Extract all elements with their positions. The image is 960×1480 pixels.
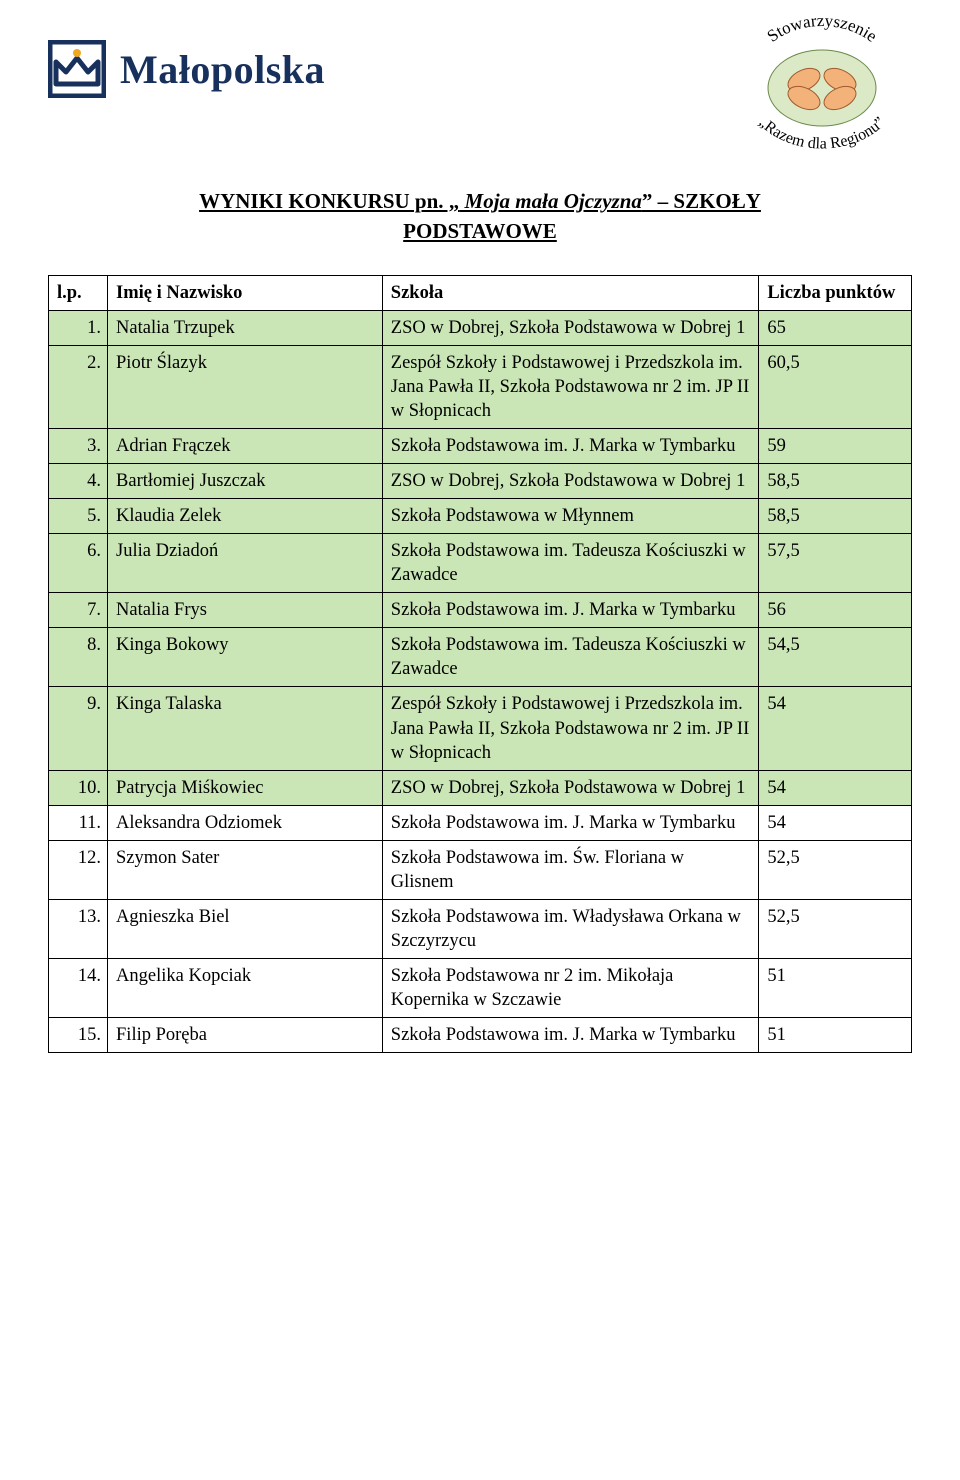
cell-school: ZSO w Dobrej, Szkoła Podstawowa w Dobrej… xyxy=(382,770,759,805)
cell-points: 51 xyxy=(759,1018,912,1053)
malopolska-wordmark: Małopolska xyxy=(120,46,325,93)
cell-school: ZSO w Dobrej, Szkoła Podstawowa w Dobrej… xyxy=(382,310,759,345)
cell-school: ZSO w Dobrej, Szkoła Podstawowa w Dobrej… xyxy=(382,464,759,499)
cell-points: 52,5 xyxy=(759,840,912,899)
cell-points: 54 xyxy=(759,687,912,770)
table-row: 2.Piotr ŚlazykZespół Szkoły i Podstawowe… xyxy=(49,345,912,428)
cell-name: Julia Dziadoń xyxy=(108,534,383,593)
table-row: 12.Szymon SaterSzkoła Podstawowa im. Św.… xyxy=(49,840,912,899)
association-logo: Stowarzyszenie „Razem dla Regionu” xyxy=(732,18,912,158)
cell-name: Adrian Frączek xyxy=(108,429,383,464)
cell-points: 59 xyxy=(759,429,912,464)
title-line-2: PODSTAWOWE xyxy=(403,219,557,243)
table-row: 7.Natalia FrysSzkoła Podstawowa im. J. M… xyxy=(49,593,912,628)
cell-points: 52,5 xyxy=(759,899,912,958)
page-header: Małopolska Stowarzyszenie „Razem dla Reg… xyxy=(48,18,912,158)
cell-school: Szkoła Podstawowa im. Św. Floriana w Gli… xyxy=(382,840,759,899)
table-row: 9.Kinga TalaskaZespół Szkoły i Podstawow… xyxy=(49,687,912,770)
malopolska-logo: Małopolska xyxy=(48,40,325,98)
cell-lp: 1. xyxy=(49,310,108,345)
title-italic: Moja mała Ojczyzna xyxy=(459,189,642,213)
table-row: 14.Angelika KopciakSzkoła Podstawowa nr … xyxy=(49,958,912,1017)
table-row: 4.Bartłomiej JuszczakZSO w Dobrej, Szkoł… xyxy=(49,464,912,499)
cell-points: 56 xyxy=(759,593,912,628)
title-part-a: WYNIKI KONKURSU pn. „ xyxy=(199,189,459,213)
cell-lp: 7. xyxy=(49,593,108,628)
cell-name: Angelika Kopciak xyxy=(108,958,383,1017)
cell-lp: 13. xyxy=(49,899,108,958)
cell-name: Aleksandra Odziomek xyxy=(108,805,383,840)
col-school: Szkoła xyxy=(382,275,759,310)
cell-points: 58,5 xyxy=(759,464,912,499)
cell-name: Kinga Talaska xyxy=(108,687,383,770)
cell-name: Bartłomiej Juszczak xyxy=(108,464,383,499)
cell-school: Zespół Szkoły i Podstawowej i Przedszkol… xyxy=(382,687,759,770)
cell-school: Szkoła Podstawowa nr 2 im. Mikołaja Kope… xyxy=(382,958,759,1017)
cell-name: Piotr Ślazyk xyxy=(108,345,383,428)
cell-school: Szkoła Podstawowa im. Tadeusza Kościuszk… xyxy=(382,534,759,593)
cell-school: Szkoła Podstawowa im. J. Marka w Tymbark… xyxy=(382,805,759,840)
cell-lp: 4. xyxy=(49,464,108,499)
table-row: 5.Klaudia ZelekSzkoła Podstawowa w Młynn… xyxy=(49,499,912,534)
cell-name: Natalia Frys xyxy=(108,593,383,628)
cell-school: Szkoła Podstawowa w Młynnem xyxy=(382,499,759,534)
svg-text:Stowarzyszenie: Stowarzyszenie xyxy=(764,18,881,46)
cell-name: Patrycja Miśkowiec xyxy=(108,770,383,805)
table-row: 15.Filip PorębaSzkoła Podstawowa im. J. … xyxy=(49,1018,912,1053)
table-row: 13.Agnieszka BielSzkoła Podstawowa im. W… xyxy=(49,899,912,958)
cell-school: Zespół Szkoły i Podstawowej i Przedszkol… xyxy=(382,345,759,428)
cell-school: Szkoła Podstawowa im. Tadeusza Kościuszk… xyxy=(382,628,759,687)
cell-points: 65 xyxy=(759,310,912,345)
col-points: Liczba punktów xyxy=(759,275,912,310)
table-row: 3.Adrian FrączekSzkoła Podstawowa im. J.… xyxy=(49,429,912,464)
table-row: 8.Kinga BokowySzkoła Podstawowa im. Tade… xyxy=(49,628,912,687)
cell-lp: 6. xyxy=(49,534,108,593)
title-part-b: ” – SZKOŁY xyxy=(642,189,761,213)
cell-name: Klaudia Zelek xyxy=(108,499,383,534)
cell-lp: 8. xyxy=(49,628,108,687)
page-title: WYNIKI KONKURSU pn. „ Moja mała Ojczyzna… xyxy=(48,186,912,247)
cell-points: 51 xyxy=(759,958,912,1017)
table-header-row: l.p. Imię i Nazwisko Szkoła Liczba punkt… xyxy=(49,275,912,310)
cell-name: Filip Poręba xyxy=(108,1018,383,1053)
table-row: 6.Julia DziadońSzkoła Podstawowa im. Tad… xyxy=(49,534,912,593)
cell-lp: 5. xyxy=(49,499,108,534)
cell-points: 57,5 xyxy=(759,534,912,593)
cell-name: Natalia Trzupek xyxy=(108,310,383,345)
cell-lp: 11. xyxy=(49,805,108,840)
table-row: 11.Aleksandra OdziomekSzkoła Podstawowa … xyxy=(49,805,912,840)
table-row: 1.Natalia TrzupekZSO w Dobrej, Szkoła Po… xyxy=(49,310,912,345)
col-lp: l.p. xyxy=(49,275,108,310)
cell-points: 58,5 xyxy=(759,499,912,534)
cell-lp: 3. xyxy=(49,429,108,464)
cell-points: 60,5 xyxy=(759,345,912,428)
crown-icon xyxy=(48,40,106,98)
cell-school: Szkoła Podstawowa im. J. Marka w Tymbark… xyxy=(382,1018,759,1053)
cell-name: Agnieszka Biel xyxy=(108,899,383,958)
cell-lp: 2. xyxy=(49,345,108,428)
cell-name: Kinga Bokowy xyxy=(108,628,383,687)
cell-school: Szkoła Podstawowa im. J. Marka w Tymbark… xyxy=(382,429,759,464)
cell-points: 54,5 xyxy=(759,628,912,687)
cell-lp: 10. xyxy=(49,770,108,805)
cell-points: 54 xyxy=(759,770,912,805)
cell-name: Szymon Sater xyxy=(108,840,383,899)
cell-school: Szkoła Podstawowa im. Władysława Orkana … xyxy=(382,899,759,958)
cell-points: 54 xyxy=(759,805,912,840)
cell-lp: 14. xyxy=(49,958,108,1017)
cell-lp: 9. xyxy=(49,687,108,770)
table-row: 10.Patrycja MiśkowiecZSO w Dobrej, Szkoł… xyxy=(49,770,912,805)
cell-school: Szkoła Podstawowa im. J. Marka w Tymbark… xyxy=(382,593,759,628)
col-name: Imię i Nazwisko xyxy=(108,275,383,310)
cell-lp: 12. xyxy=(49,840,108,899)
results-table: l.p. Imię i Nazwisko Szkoła Liczba punkt… xyxy=(48,275,912,1053)
cell-lp: 15. xyxy=(49,1018,108,1053)
